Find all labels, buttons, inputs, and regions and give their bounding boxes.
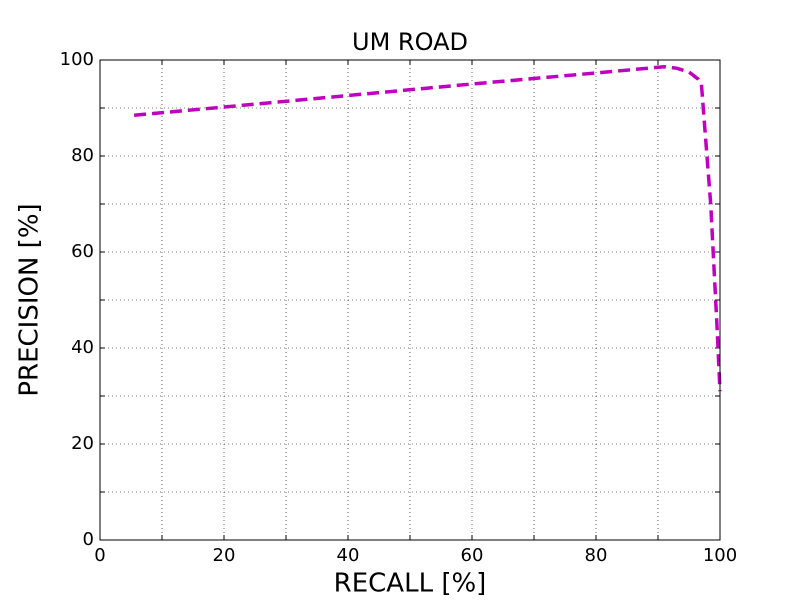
- y-tick-label: 40: [71, 337, 94, 358]
- x-tick-label: 60: [461, 545, 484, 566]
- y-tick-label: 60: [71, 241, 94, 262]
- data-line: [133, 64, 722, 392]
- x-axis-label: RECALL [%]: [334, 569, 487, 599]
- y-tick-label: 0: [83, 529, 94, 550]
- y-tick-label: 100: [60, 49, 94, 70]
- y-tick-label: 20: [71, 433, 94, 454]
- x-tick-label: 100: [703, 545, 737, 566]
- plot-frame: [99, 59, 721, 541]
- x-tick-label: 40: [337, 545, 360, 566]
- y-tick-label: 80: [71, 145, 94, 166]
- x-tick-label: 20: [213, 545, 236, 566]
- x-tick-label: 0: [94, 545, 105, 566]
- y-axis-label: PRECISION [%]: [15, 203, 45, 396]
- chart-title: UM ROAD: [352, 28, 468, 56]
- x-tick-label: 80: [585, 545, 608, 566]
